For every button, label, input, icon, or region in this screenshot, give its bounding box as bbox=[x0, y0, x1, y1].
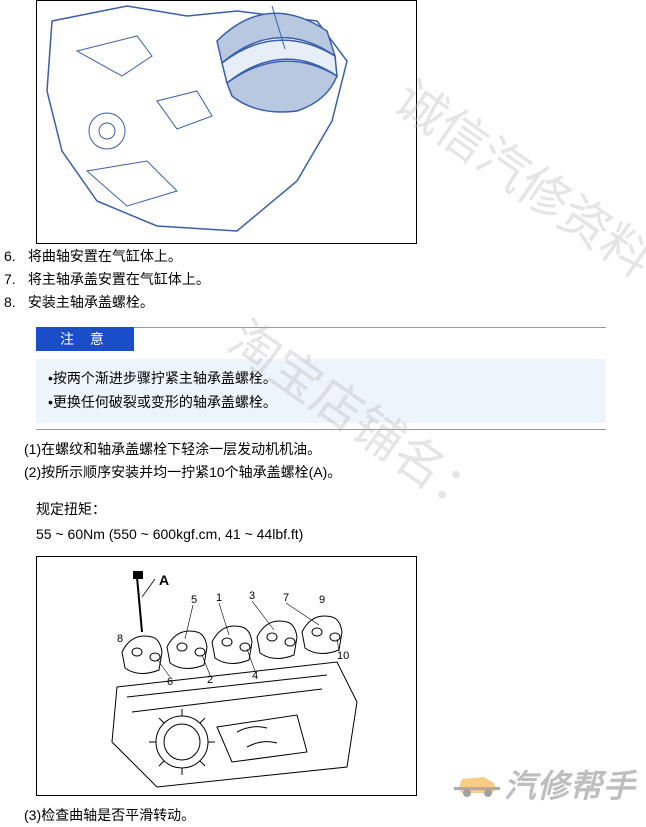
step-8-text: 安装主轴承盖螺栓。 bbox=[28, 294, 154, 310]
notice-line-2: •更换任何破裂或变形的轴承盖螺栓。 bbox=[48, 391, 594, 415]
sub-steps: (1)在螺纹和轴承盖螺栓下轻涂一层发动机机油。 (2)按所示顺序安装并均一拧紧1… bbox=[24, 438, 642, 486]
step-7-text: 将主轴承盖安置在气缸体上。 bbox=[28, 271, 210, 287]
notice-line-1: •按两个渐进步骤拧紧主轴承盖螺栓。 bbox=[48, 367, 594, 391]
svg-text:10: 10 bbox=[337, 650, 349, 662]
sub-step-1: (1)在螺纹和轴承盖螺栓下轻涂一层发动机机油。 bbox=[24, 438, 642, 462]
svg-text:7: 7 bbox=[283, 592, 289, 604]
step-6-num: 6. bbox=[4, 246, 24, 267]
torque-spec: 规定扭矩： 55 ~ 60Nm (550 ~ 600kgf.cm, 41 ~ 4… bbox=[36, 497, 642, 547]
step-7-num: 7. bbox=[4, 269, 24, 290]
step-8: 8. 安装主轴承盖螺栓。 bbox=[4, 292, 642, 313]
car-icon bbox=[454, 769, 500, 799]
sub-step-2: (2)按所示顺序安装并均一拧紧10个轴承盖螺栓(A)。 bbox=[24, 461, 642, 485]
notice-block: 注 意 •按两个渐进步骤拧紧主轴承盖螺栓。 •更换任何破裂或变形的轴承盖螺栓。 bbox=[36, 327, 606, 430]
step-6: 6. 将曲轴安置在气缸体上。 bbox=[4, 246, 642, 267]
torque-value: 55 ~ 60Nm (550 ~ 600kgf.cm, 41 ~ 44lbf.f… bbox=[36, 522, 642, 547]
watermark-bottom: 汽修帮手 bbox=[454, 761, 636, 807]
step-7: 7. 将主轴承盖安置在气缸体上。 bbox=[4, 269, 642, 290]
svg-text:5: 5 bbox=[191, 594, 197, 606]
figure-bolt-sequence: A 8 5 1 3 7 9 6 2 4 10 bbox=[36, 556, 417, 796]
figure-bearing-cap bbox=[36, 0, 417, 244]
svg-text:3: 3 bbox=[249, 590, 255, 602]
label-a: A bbox=[159, 572, 169, 588]
watermark-bottom-text: 汽修帮手 bbox=[504, 761, 636, 807]
bolt-sequence-diagram: A 8 5 1 3 7 9 6 2 4 10 bbox=[37, 557, 418, 797]
step-6-text: 将曲轴安置在气缸体上。 bbox=[28, 248, 182, 264]
notice-body: •按两个渐进步骤拧紧主轴承盖螺栓。 •更换任何破裂或变形的轴承盖螺栓。 bbox=[36, 359, 606, 423]
notice-header: 注 意 bbox=[36, 327, 134, 351]
svg-text:9: 9 bbox=[319, 594, 325, 606]
svg-text:6: 6 bbox=[167, 676, 173, 688]
torque-label: 规定扭矩： bbox=[36, 497, 642, 522]
svg-text:1: 1 bbox=[216, 592, 222, 604]
step-8-num: 8. bbox=[4, 292, 24, 313]
bearing-cap-diagram bbox=[37, 1, 418, 245]
svg-text:8: 8 bbox=[117, 633, 123, 645]
